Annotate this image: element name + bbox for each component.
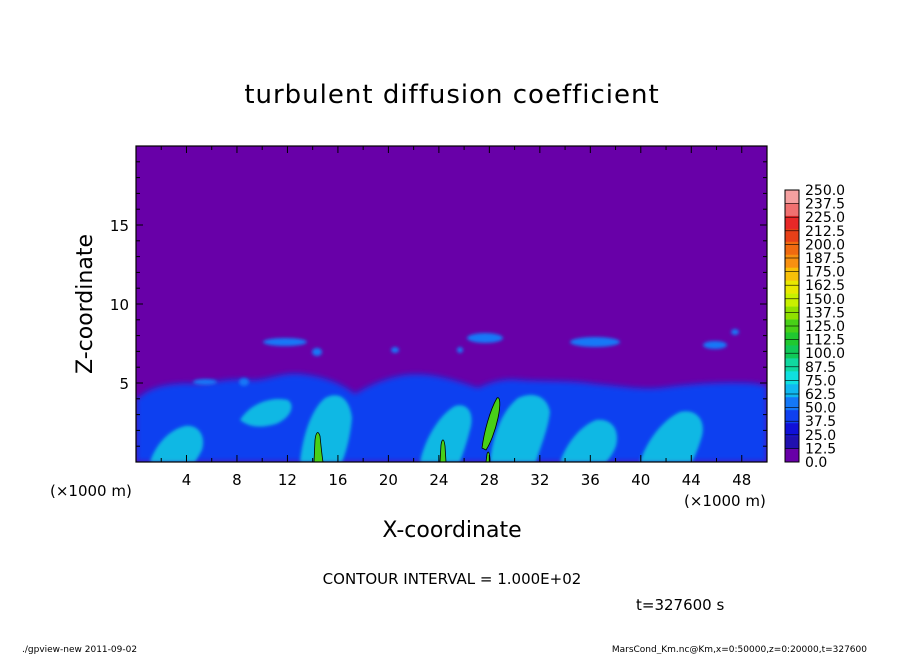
y-tick-label: 5 [119,375,129,393]
y-axis-ticks: 5 10 15 [110,161,767,447]
colorbar-swatch [785,397,799,411]
colorbar-label: 250.0 [805,183,845,199]
colorbar-label: 100.0 [805,346,845,362]
colorbar-swatch [785,358,799,372]
x-tick-label: 36 [581,471,600,489]
colorbar-label: 12.5 [805,441,836,457]
colorbar-swatch [785,280,799,294]
colorbar-swatch [785,306,799,320]
colorbar-label: 75.0 [805,373,836,389]
colorbar-swatch [785,410,799,424]
x-tick-label: 40 [631,471,650,489]
colorbar-swatch [785,228,799,243]
colorbar-swatch [785,202,799,217]
colorbar-label: 137.5 [805,305,845,321]
x-tick-label: 8 [232,471,242,489]
upper-patches [193,329,739,386]
heatmap-field [136,146,767,462]
time-text: t=327600 s [636,596,724,614]
colorbar-label: 237.5 [805,197,845,213]
chart-title: turbulent diffusion coefficient [244,80,659,110]
colorbar: 250.0237.5225.0212.5200.0187.5175.0162.5… [784,183,845,471]
colorbar-swatch [785,371,799,385]
colorbar-swatch [785,190,799,204]
x-tick-label: 4 [182,471,192,489]
colorbar-swatch [785,384,799,398]
colorbar-swatch [785,332,799,346]
colorbar-swatch [785,345,799,359]
colorbar-swatch [785,241,799,256]
colorbar-label: 162.5 [805,278,845,294]
colorbar-label: 62.5 [805,387,836,403]
x-unit-right: (×1000 m) [684,492,766,510]
x-axis-label: X-coordinate [382,518,521,543]
colorbar-swatch [785,449,799,463]
y-axis-label: Z-coordinate [73,234,98,374]
colorbar-label: 125.0 [805,319,845,335]
colorbar-label: 25.0 [805,428,836,444]
x-tick-label: 32 [530,471,549,489]
contour-interval-text: CONTOUR INTERVAL = 1.000E+02 [323,570,582,588]
colorbar-label: 200.0 [805,237,845,253]
colorbar-swatch [785,423,799,437]
colorbar-label: 37.5 [805,414,836,430]
footer-right: MarsCond_Km.nc@Km,x=0:50000,z=0:20000,t=… [612,645,867,654]
colorbar-label: 112.5 [805,333,845,349]
colorbar-label: 87.5 [805,360,836,376]
x-tick-label: 16 [328,471,347,489]
x-tick-label: 44 [682,471,701,489]
high-value-contour-regions [313,397,501,462]
y-tick-label: 15 [110,217,129,235]
x-tick-label: 12 [278,471,297,489]
y-tick-label: 10 [110,296,129,314]
x-tick-label: 24 [429,471,448,489]
x-tick-label: 20 [379,471,398,489]
x-unit-left: (×1000 m) [50,482,132,500]
colorbar-label: 187.5 [805,251,845,267]
colorbar-swatch [785,254,799,269]
colorbar-swatch [785,293,799,307]
cyan-plumes [150,394,703,462]
colorbar-label: 212.5 [805,224,845,240]
colorbar-swatch [785,267,799,281]
colorbar-swatch [785,436,799,450]
colorbar-label: 225.0 [805,210,845,226]
colorbar-label: 0.0 [805,455,827,471]
x-tick-label: 48 [732,471,751,489]
colorbar-label: 150.0 [805,292,845,308]
colorbar-swatch [785,215,799,230]
colorbar-label: 50.0 [805,401,836,417]
x-tick-label: 28 [480,471,499,489]
x-axis-ticks: 4 8 12 16 20 24 28 32 36 40 44 48 [160,146,751,489]
footer-left: ./gpview-new 2011-09-02 [22,645,137,654]
colorbar-label: 175.0 [805,265,845,281]
